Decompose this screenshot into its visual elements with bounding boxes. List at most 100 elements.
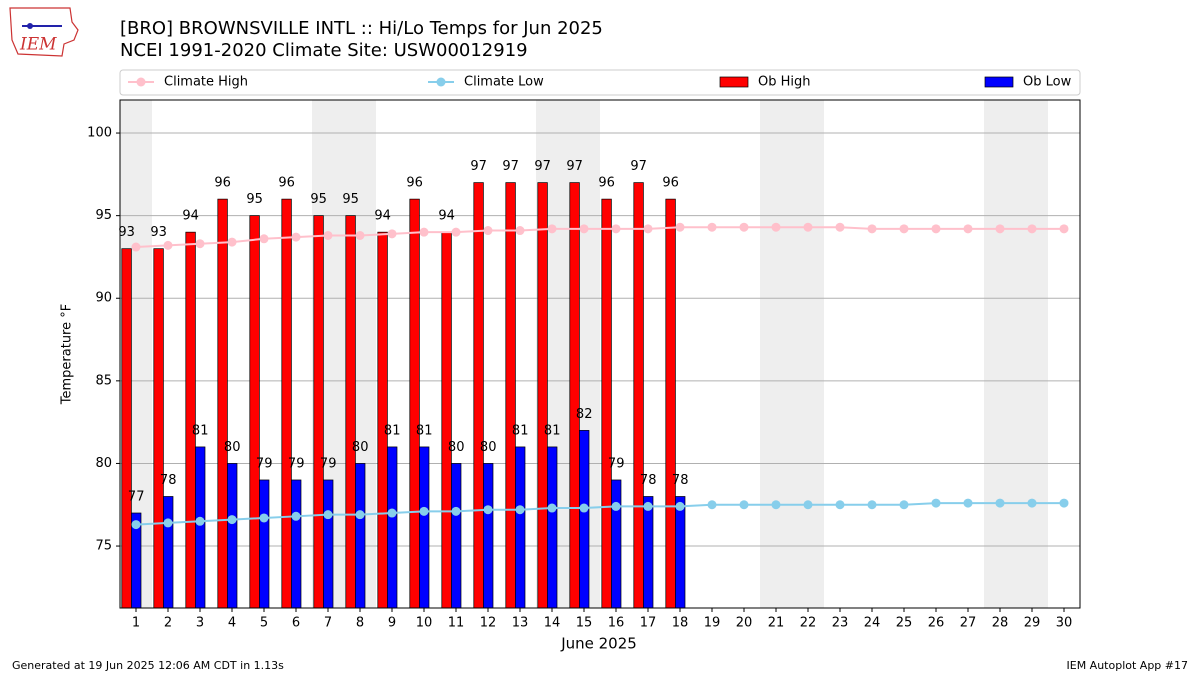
x-tick-label: 22 — [800, 616, 817, 631]
legend-marker — [136, 77, 146, 87]
climate-point — [771, 500, 781, 510]
climate-point — [643, 501, 653, 511]
x-tick-label: 2 — [164, 616, 172, 631]
x-tick-label: 8 — [356, 616, 364, 631]
x-tick-label: 28 — [992, 616, 1009, 631]
bar-value-label: 97 — [502, 159, 519, 174]
bar-value-label: 81 — [416, 423, 433, 438]
y-tick-label: 80 — [95, 456, 112, 471]
bar-value-label: 97 — [470, 159, 487, 174]
bar — [419, 446, 430, 609]
bar — [377, 231, 388, 609]
x-tick-label: 10 — [416, 616, 433, 631]
climate-point — [803, 500, 813, 510]
climate-point — [419, 506, 429, 516]
bar — [665, 198, 676, 609]
bar — [259, 479, 270, 609]
climate-point — [1027, 498, 1037, 508]
climate-point — [547, 224, 557, 234]
climate-point — [259, 513, 269, 523]
bar-value-label: 97 — [566, 159, 583, 174]
bar-value-label: 80 — [448, 440, 465, 455]
bar — [121, 248, 132, 609]
bar-value-label: 81 — [384, 423, 401, 438]
climate-point — [483, 226, 493, 236]
bar — [515, 446, 526, 609]
climate-point — [323, 230, 333, 240]
bar — [675, 496, 686, 609]
climate-point — [739, 222, 749, 232]
climate-point — [355, 230, 365, 240]
bar — [163, 496, 174, 609]
climate-point — [131, 520, 141, 530]
climate-point — [835, 222, 845, 232]
bar — [569, 182, 580, 609]
x-tick-label: 13 — [512, 616, 529, 631]
climate-point — [131, 242, 141, 252]
climate-point — [579, 503, 589, 513]
bar — [441, 231, 452, 609]
weekend-shade — [984, 100, 1048, 608]
bar — [291, 479, 302, 609]
bar-value-label: 80 — [480, 440, 497, 455]
bar-value-label: 96 — [598, 176, 615, 191]
climate-point — [163, 240, 173, 250]
bar — [611, 479, 622, 609]
bar — [451, 463, 462, 609]
climate-point — [707, 222, 717, 232]
climate-point — [227, 237, 237, 247]
climate-line — [135, 226, 1064, 249]
x-tick-label: 26 — [928, 616, 945, 631]
x-tick-label: 29 — [1024, 616, 1041, 631]
bar-value-label: 78 — [640, 473, 657, 488]
climate-point — [547, 503, 557, 513]
bar — [601, 198, 612, 609]
bar — [249, 215, 260, 609]
bar-value-label: 80 — [224, 440, 241, 455]
climate-point — [899, 224, 909, 234]
legend-swatch — [719, 76, 749, 88]
bar — [227, 463, 238, 609]
climate-point — [1059, 224, 1069, 234]
climate-point — [387, 508, 397, 518]
climate-point — [995, 498, 1005, 508]
chart-subtitle: NCEI 1991-2020 Climate Site: USW00012919 — [120, 40, 528, 61]
bar — [153, 248, 164, 609]
bar-value-label: 81 — [544, 423, 561, 438]
x-tick-label: 1 — [132, 616, 140, 631]
bar — [537, 182, 548, 609]
bar — [323, 479, 334, 609]
bar — [217, 198, 228, 609]
x-tick-label: 20 — [736, 616, 753, 631]
bar-value-label: 95 — [342, 192, 359, 207]
legend-label: Climate High — [164, 75, 248, 90]
x-tick-label: 12 — [480, 616, 497, 631]
bar-value-label: 94 — [374, 209, 391, 224]
bar-value-label: 94 — [182, 209, 199, 224]
climate-point — [1059, 498, 1069, 508]
climate-point — [835, 500, 845, 510]
x-tick-label: 27 — [960, 616, 977, 631]
x-tick-label: 3 — [196, 616, 204, 631]
climate-point — [451, 227, 461, 237]
x-tick-label: 11 — [448, 616, 465, 631]
legend-label: Ob Low — [1023, 75, 1072, 90]
climate-point — [1027, 224, 1037, 234]
bar-value-label: 82 — [576, 407, 593, 422]
climate-point — [195, 239, 205, 249]
climate-point — [163, 518, 173, 528]
x-tick-label: 6 — [292, 616, 300, 631]
bar-value-label: 81 — [192, 423, 209, 438]
climate-point — [963, 498, 973, 508]
bar — [281, 198, 292, 609]
x-tick-label: 9 — [388, 616, 396, 631]
climate-point — [515, 226, 525, 236]
climate-point — [931, 498, 941, 508]
x-tick-label: 4 — [228, 616, 236, 631]
x-tick-label: 15 — [576, 616, 593, 631]
bar-value-label: 79 — [320, 456, 337, 471]
bar — [473, 182, 484, 609]
chart-title: [BRO] BROWNSVILLE INTL :: Hi/Lo Temps fo… — [120, 18, 603, 39]
bar-value-label: 93 — [118, 225, 135, 240]
